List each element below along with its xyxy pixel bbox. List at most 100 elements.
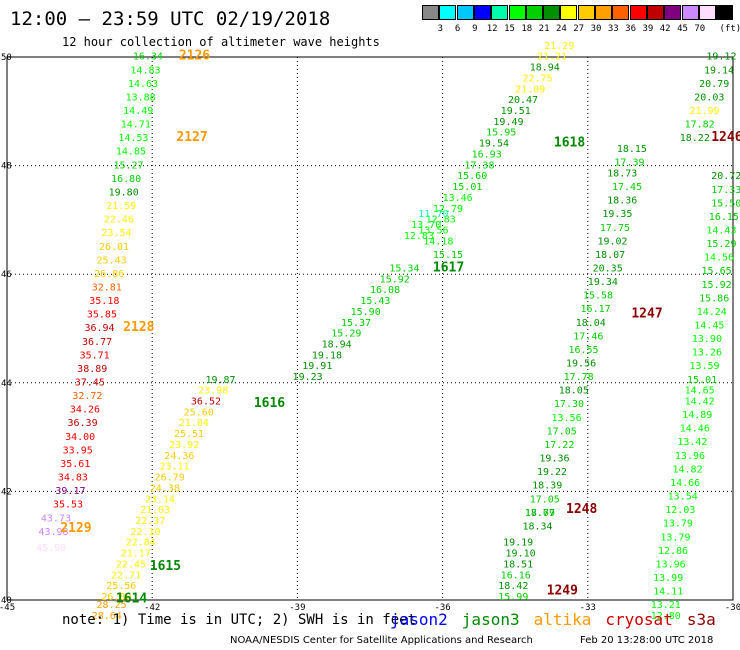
wave-height-value: 15.92	[380, 274, 410, 285]
wave-height-value: 18.07	[595, 250, 625, 261]
wave-height-value: 18.05	[559, 386, 589, 397]
satellite-legend-item: s3a	[686, 610, 716, 629]
wave-height-value: 14.66	[670, 478, 700, 489]
wave-height-value: 17.05	[547, 426, 577, 437]
satellite-legend-item: altika	[533, 610, 592, 629]
page-subtitle: 12 hour collection of altimeter wave hei…	[62, 35, 380, 49]
wave-height-value: 17.45	[612, 182, 642, 193]
color-scale-label: 12	[486, 24, 498, 34]
wave-height-value: 35.61	[60, 459, 90, 470]
wave-height-value: 15.86	[699, 293, 729, 304]
latitude-tick-label: 46	[1, 270, 12, 280]
wave-height-value: 24.36	[164, 451, 194, 462]
wave-height-value: 23.92	[169, 440, 199, 451]
wave-height-value: 19.12	[706, 52, 736, 63]
wave-height-value: 34.00	[65, 432, 95, 443]
color-swatch	[577, 5, 595, 20]
wave-height-value: 18.94	[530, 63, 560, 74]
color-scale-label: 9	[472, 24, 478, 34]
wave-height-value: 28.25	[97, 600, 127, 611]
wave-height-value: 22.71	[111, 570, 141, 581]
wave-height-value: 15.37	[341, 318, 371, 329]
color-swatch	[422, 5, 439, 20]
wave-height-value: 21.09	[515, 84, 545, 95]
wave-height-value: 22.46	[104, 215, 134, 226]
pass-number-label: 1246	[711, 130, 740, 145]
wave-height-value: 18.15	[617, 144, 647, 155]
color-scale-label: 30	[590, 24, 602, 34]
wave-height-value: 15.29	[331, 329, 361, 340]
wave-height-value: 35.71	[80, 350, 110, 361]
wave-height-value: 13.70	[411, 220, 441, 231]
color-scale-label: 27	[573, 24, 585, 34]
wave-height-value: 18.22	[680, 133, 710, 144]
wave-height-value: 26.80	[101, 592, 131, 603]
wave-height-value: 33.95	[63, 445, 93, 456]
wave-height-value: 35.85	[87, 310, 117, 321]
wave-height-value: 16.55	[568, 345, 598, 356]
wave-height-value: 22.84	[126, 538, 156, 549]
wave-height-value: 16.15	[709, 212, 739, 223]
wave-height-value: 16.08	[370, 285, 400, 296]
wave-height-value: 15.65	[702, 266, 732, 277]
wave-height-value: 15.27	[113, 160, 143, 171]
wave-height-value: 13.21	[651, 600, 681, 611]
color-scale-label: 6	[454, 24, 461, 34]
wave-height-value: 21.59	[106, 201, 136, 212]
wave-height-value: 13.90	[692, 334, 722, 345]
pass-number-label: 2128	[123, 320, 154, 335]
wave-height-value: 19.22	[537, 467, 567, 478]
wave-height-value: 15.90	[351, 307, 381, 318]
wave-height-value: 24.38	[150, 483, 180, 494]
color-swatch	[525, 5, 543, 20]
wave-height-value: 13.26	[692, 348, 722, 359]
wave-height-value: 14.49	[123, 106, 153, 117]
wave-height-value: 43.73	[41, 513, 71, 524]
wave-height-value: 14.18	[423, 236, 453, 247]
wave-height-value: 17.46	[573, 331, 603, 342]
wave-height-value: 14.65	[685, 386, 715, 397]
wave-height-value: 23.54	[101, 228, 131, 239]
wave-height-value: 20.79	[699, 79, 729, 90]
color-swatch	[491, 5, 509, 20]
wave-height-value: 14.63	[128, 79, 158, 90]
footnote: note: 1) Time is in UTC; 2) SWH is in fe…	[62, 612, 417, 628]
wave-height-value: 36.52	[191, 397, 221, 408]
wave-height-value: 13.96	[675, 451, 705, 462]
wave-height-value: 19.35	[602, 209, 632, 220]
wave-height-value: 22.75	[522, 73, 552, 84]
wave-height-value: 17.38	[464, 160, 494, 171]
wave-height-value: 19.51	[501, 106, 531, 117]
wave-height-value: 15.01	[687, 375, 717, 386]
color-swatch	[473, 5, 491, 20]
wave-height-value: 15.95	[486, 128, 516, 139]
wave-height-value: 14.71	[121, 120, 151, 131]
wave-height-value: 17.30	[554, 399, 584, 410]
wave-height-value: 13.96	[656, 559, 686, 570]
wave-height-value: 16.34	[133, 52, 163, 63]
wave-height-value: 16.80	[111, 174, 141, 185]
wave-height-value: 34.26	[70, 405, 100, 416]
wave-height-value: 19.10	[506, 549, 536, 560]
wave-height-value: 36.94	[84, 323, 114, 334]
wave-height-value: 19.80	[109, 187, 139, 198]
wave-height-value: 14.11	[653, 587, 683, 598]
wave-height-value: 19.36	[539, 454, 569, 465]
wave-height-value: 11.70	[418, 209, 448, 220]
wave-height-value: 13.46	[443, 193, 473, 204]
wave-height-value: 26.86	[94, 269, 124, 280]
wave-height-value: 25.60	[184, 407, 214, 418]
color-scale-unit: (ft)	[719, 24, 740, 34]
satellite-legend: jason2 jason3 altika cryosat s3a	[390, 610, 730, 629]
wave-height-value: 16.17	[581, 304, 611, 315]
issued-timestamp: Feb 20 13:28:00 UTC 2018	[580, 635, 714, 646]
latitude-tick-label: 44	[1, 379, 12, 389]
longitude-tick-label: -33	[580, 603, 596, 613]
latitude-tick-label: 50	[1, 53, 12, 63]
wave-height-value: 19.49	[493, 117, 523, 128]
wave-height-value: 25.43	[97, 255, 127, 266]
wave-height-value: 13.79	[663, 519, 693, 530]
wave-height-value: 12.83	[426, 215, 456, 226]
pass-number-label: 1617	[433, 260, 464, 275]
wave-height-value: 32.81	[92, 282, 122, 293]
